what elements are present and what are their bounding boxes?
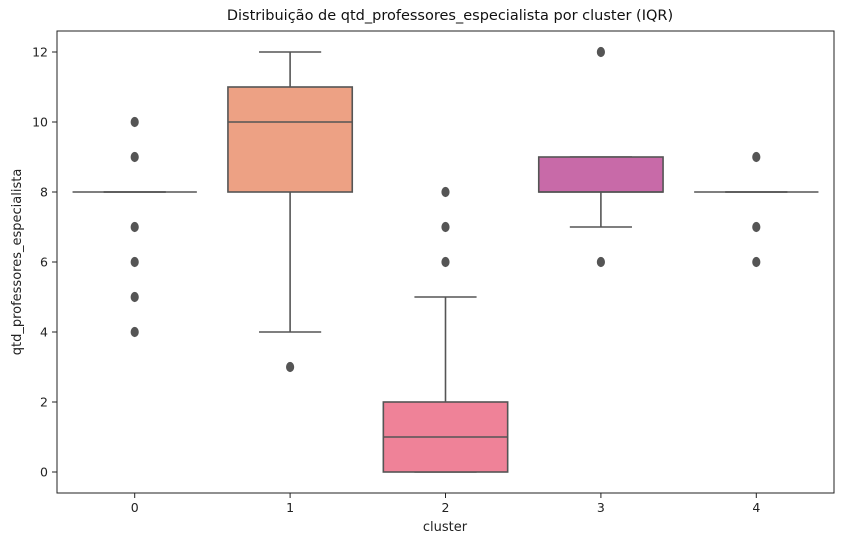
x-tick-label: 0 [131,500,139,515]
box-group-cluster-4 [694,151,819,268]
y-tick-label: 4 [40,325,48,340]
x-tick-label: 3 [597,500,605,515]
y-tick-label: 2 [40,395,48,410]
box-iqr [227,86,354,193]
y-tick-label: 8 [40,185,48,200]
plot-area [72,46,819,473]
x-tick-label: 4 [752,500,760,515]
outlier-point [596,46,606,58]
y-tick-label: 0 [40,465,48,480]
x-tick-label: 2 [442,500,450,515]
outlier-point [441,221,450,233]
y-tick-label: 10 [32,115,48,130]
box-group-cluster-0 [72,116,197,338]
box-iqr [537,156,664,193]
y-axis-label: qtd_professores_especialista [10,169,25,356]
box-group-cluster-2 [382,186,509,473]
outlier-point [130,326,139,338]
outlier-point [130,116,139,128]
outlier-point [130,151,139,163]
y-tick-label: 12 [32,45,48,60]
y-tick-label: 6 [40,255,48,270]
x-tick-label: 1 [286,500,294,515]
outlier-point [752,221,761,233]
chart-title: Distribuição de qtd_professores_especial… [227,8,673,24]
box-group-cluster-3 [537,46,664,268]
x-axis-label: cluster [423,520,468,535]
outlier-point [596,256,606,268]
outlier-point [130,256,139,268]
box-group-cluster-1 [227,51,354,373]
outlier-point [441,186,450,198]
outlier-point [130,291,139,303]
outlier-point [752,256,761,268]
outlier-point [441,256,450,268]
outlier-point [130,221,139,233]
outlier-point [752,151,761,163]
outlier-point [286,361,295,373]
